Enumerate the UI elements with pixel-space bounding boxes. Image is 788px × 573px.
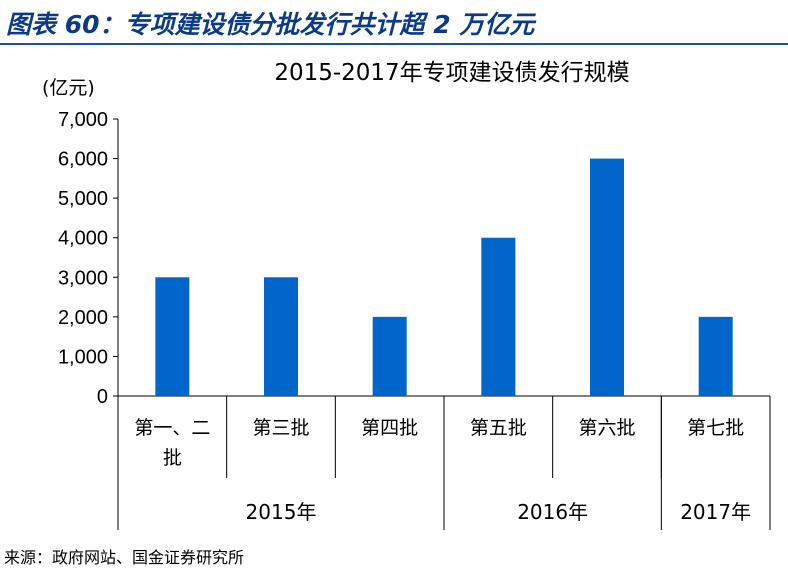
group-label: 2015年 bbox=[246, 500, 317, 524]
bar bbox=[698, 316, 733, 396]
y-tick-label: 0 bbox=[97, 386, 108, 408]
figure-title: 图表 60：专项建设债分批发行共计超 2 万亿元 bbox=[6, 10, 535, 39]
x-tick-label: 第四批 bbox=[361, 417, 418, 439]
bar bbox=[590, 158, 624, 396]
y-tick-label: 2,000 bbox=[58, 307, 108, 329]
wechat-icon bbox=[616, 540, 642, 562]
x-tick-label: 第七批 bbox=[687, 417, 744, 439]
x-tick-label: 第三批 bbox=[252, 417, 309, 439]
y-tick-label: 6,000 bbox=[58, 149, 108, 171]
bar bbox=[264, 277, 298, 396]
bar bbox=[481, 237, 516, 396]
bar bbox=[155, 277, 190, 396]
x-tick-label: 第五批 bbox=[470, 417, 527, 439]
x-tick-label: 第六批 bbox=[578, 417, 635, 439]
watermark: 赵伟宏观探索 格隆汇 bbox=[612, 536, 784, 572]
bar bbox=[372, 316, 407, 396]
header-divider bbox=[0, 43, 788, 45]
y-tick-label: 3,000 bbox=[58, 267, 108, 289]
chart-title: 2015-2017年专项建设债发行规模 bbox=[274, 60, 629, 86]
group-label: 2016年 bbox=[517, 500, 588, 524]
watermark-brand: 格隆汇 bbox=[642, 556, 684, 572]
x-tick-label: 批 bbox=[163, 447, 182, 469]
watermark-account: 赵伟宏观探索 bbox=[642, 538, 733, 556]
y-axis-label: (亿元) bbox=[42, 77, 95, 99]
y-tick-label: 5,000 bbox=[58, 188, 108, 210]
y-tick-label: 7,000 bbox=[58, 109, 108, 131]
figure-header: 图表 60：专项建设债分批发行共计超 2 万亿元 bbox=[0, 0, 788, 45]
y-tick-label: 4,000 bbox=[58, 228, 108, 250]
source-note: 来源：政府网站、国金证券研究所 bbox=[4, 548, 245, 567]
x-tick-label: 第一、二 bbox=[134, 417, 210, 439]
group-label: 2017年 bbox=[680, 500, 751, 524]
y-tick-label: 1,000 bbox=[58, 346, 108, 368]
